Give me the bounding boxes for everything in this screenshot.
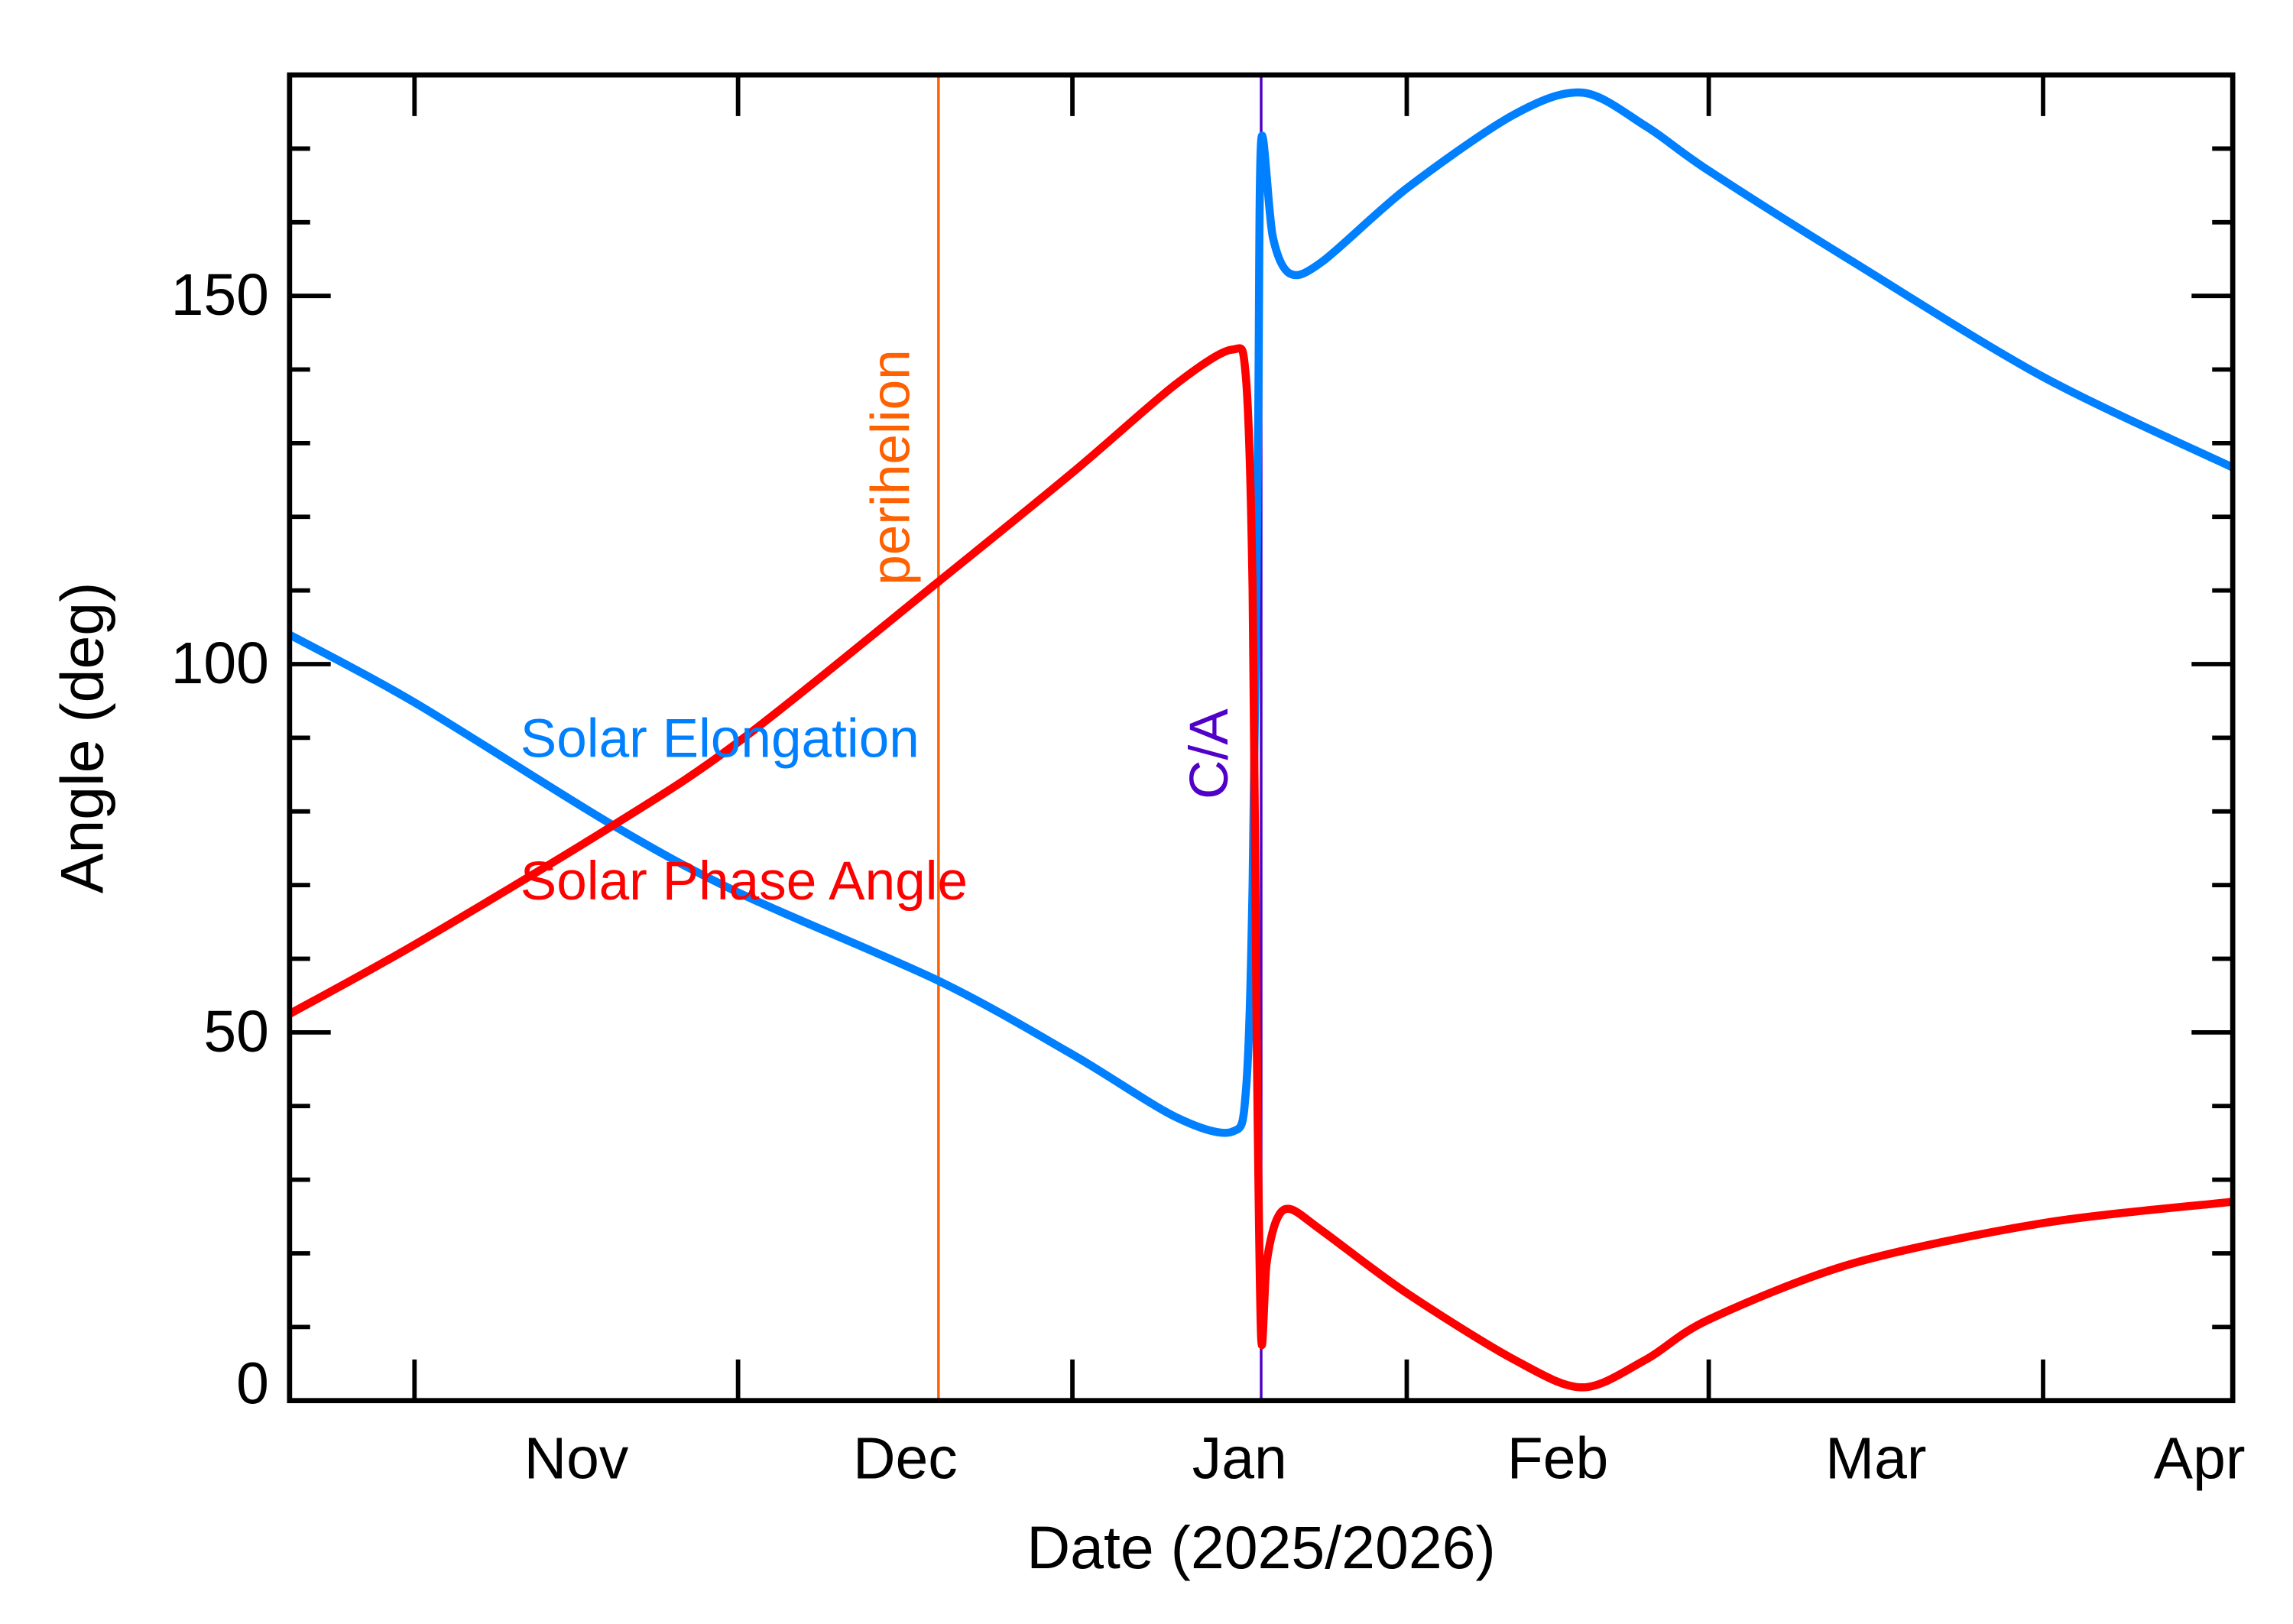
- x-tick-label-nov: Nov: [524, 1426, 629, 1492]
- y-tick-label: 0: [236, 1351, 269, 1417]
- ca-label: C/A: [1179, 708, 1240, 799]
- y-tick-labels: 0 50 100 150: [171, 262, 269, 1416]
- y-tick-label: 100: [171, 630, 269, 696]
- series-lines: [287, 88, 2235, 1392]
- series-solar-phase-angle: [287, 344, 2233, 1392]
- x-tick-label-jan: Jan: [1192, 1426, 1287, 1492]
- legend-solar-elongation: Solar Elongation: [521, 708, 919, 769]
- perihelion-label: perihelion: [861, 349, 921, 585]
- y-tick-label: 50: [203, 999, 269, 1065]
- x-tick-label-apr: Apr: [2154, 1426, 2246, 1492]
- x-tick-label-dec: Dec: [853, 1426, 958, 1492]
- x-tick-labels: Nov Dec Jan Feb Mar Apr: [524, 1426, 2246, 1492]
- y-axis-title: Angle (deg): [49, 582, 116, 894]
- series-solar-elongation: [287, 88, 2235, 1137]
- plot-frame: [287, 72, 2236, 1404]
- x-axis-title: Date (2025/2026): [1026, 1514, 1496, 1581]
- legend-solar-phase-angle: Solar Phase Angle: [521, 851, 968, 912]
- x-tick-label-feb: Feb: [1507, 1426, 1609, 1492]
- y-tick-label: 150: [171, 262, 269, 328]
- x-tick-label-mar: Mar: [1825, 1426, 1926, 1492]
